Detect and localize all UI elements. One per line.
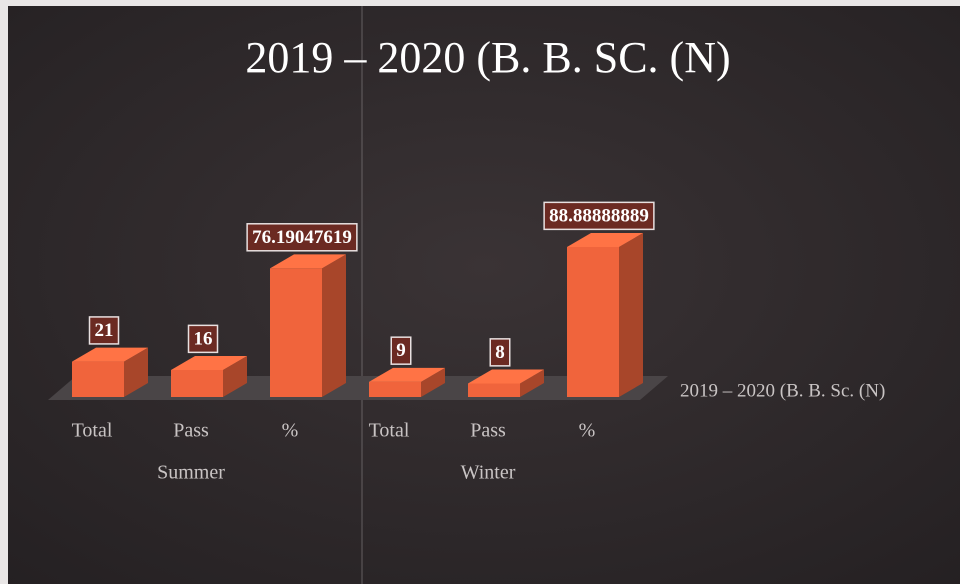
value-label-box bbox=[246, 223, 358, 252]
bar bbox=[171, 370, 223, 397]
value-label: 9 bbox=[396, 340, 406, 361]
bar-top bbox=[468, 369, 544, 384]
value-label: 76.19047619 bbox=[252, 227, 352, 248]
value-label-box bbox=[88, 316, 120, 345]
group-label: Summer bbox=[157, 462, 225, 484]
x-tick-label: % bbox=[579, 420, 596, 442]
chart-title: 2019 – 2020 (B. B. SC. (N) bbox=[245, 33, 730, 82]
background bbox=[8, 6, 960, 584]
bar bbox=[567, 247, 619, 397]
value-label: 8 bbox=[495, 342, 505, 363]
bar-top bbox=[270, 254, 346, 269]
x-tick-label: Pass bbox=[173, 420, 209, 442]
bar-top bbox=[171, 356, 247, 370]
bar bbox=[72, 361, 124, 397]
bar bbox=[468, 383, 520, 397]
x-tick-label: Total bbox=[72, 420, 113, 442]
value-label: 88.88888889 bbox=[549, 205, 649, 226]
value-label-box bbox=[187, 324, 219, 354]
bar-side bbox=[322, 254, 346, 397]
x-tick-label: Pass bbox=[470, 420, 506, 442]
bar-side bbox=[619, 233, 643, 397]
bar-side bbox=[124, 347, 148, 397]
legend-label: 2019 – 2020 (B. B. Sc. (N) bbox=[680, 380, 885, 401]
bar-top bbox=[567, 233, 643, 247]
bar-side bbox=[421, 367, 445, 397]
bar-top bbox=[72, 347, 148, 362]
bar-top bbox=[369, 367, 445, 382]
bar bbox=[270, 268, 322, 397]
value-label-box bbox=[543, 201, 655, 231]
bar-side bbox=[223, 356, 247, 397]
value-label-box bbox=[390, 336, 412, 365]
value-label: 21 bbox=[95, 320, 114, 341]
group-label: Winter bbox=[461, 462, 516, 484]
bar bbox=[369, 381, 421, 397]
value-label: 16 bbox=[194, 328, 213, 349]
value-label-box bbox=[489, 338, 511, 367]
x-tick-label: Total bbox=[369, 420, 410, 442]
bar-side bbox=[520, 369, 544, 397]
x-tick-label: % bbox=[282, 420, 299, 442]
